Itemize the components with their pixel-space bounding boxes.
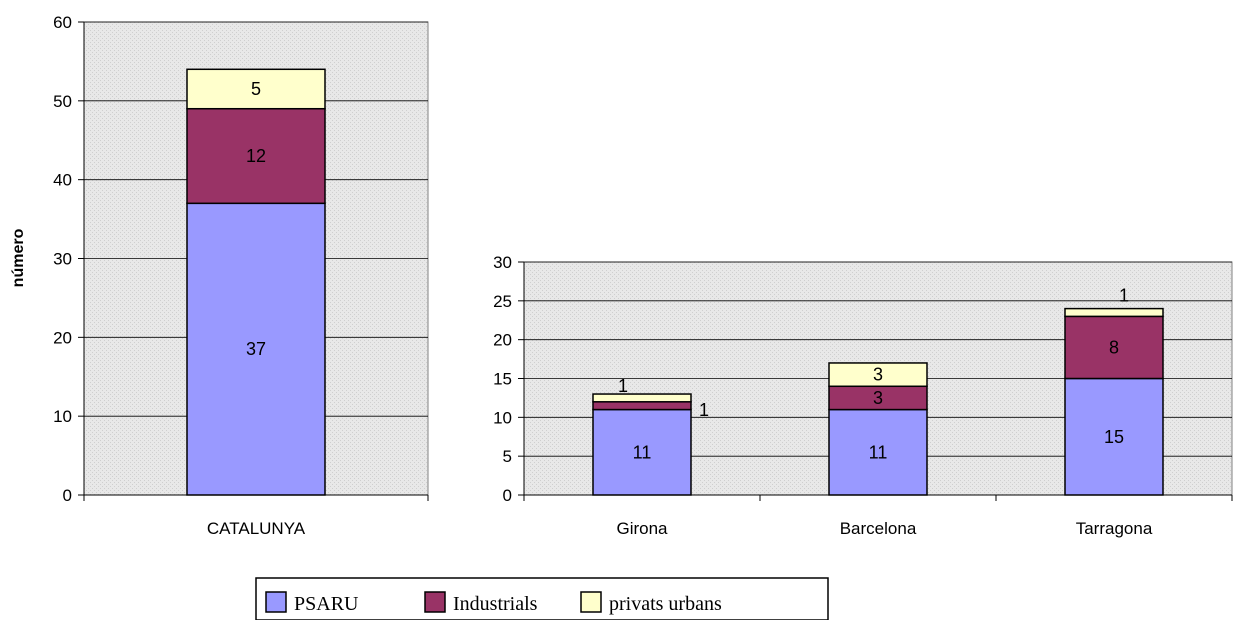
left-bars: 37 12 5 [186,68,326,496]
legend-swatch-privats-urbans [580,591,602,613]
right-axis: 0 5 10 15 20 25 30 Girona Barcelona Tarragona [493,253,1233,538]
right-ytick-label: 30 [493,253,512,272]
legend-label-industrials: Industrials [453,593,538,615]
data-label-psaru-tarragona: 15 [1104,427,1124,447]
right-ytick-label: 10 [493,408,512,427]
bar-industrials-catalunya [186,107,326,205]
data-label-psaru-catalunya: 37 [246,339,266,359]
legend-label-privats-urbans: privats urbans [609,593,722,615]
bar-privats-urbans-tarragona [1064,307,1164,318]
data-label-industrials-tarragona: 8 [1109,337,1119,357]
left-ytick-label: 40 [53,171,72,190]
right-category-label: Girona [616,519,668,538]
left-ytick-label: 30 [53,250,72,269]
data-label-privats-urbans-girona: 1 [618,376,628,396]
bar-psaru-barcelona [828,408,928,496]
left-axis: 0 10 20 30 40 50 60 CATALUNYA [53,13,429,538]
bar-psaru-girona [592,408,692,496]
left-ytick-label: 20 [53,328,72,347]
data-label-privats-urbans-barcelona: 3 [873,365,883,385]
data-label-industrials-girona: 1 [699,400,709,420]
right-ytick-label: 5 [503,447,512,466]
right-category-label: Tarragona [1076,519,1153,538]
data-label-psaru-girona: 11 [633,442,652,462]
right-ytick-label: 0 [503,486,512,505]
bar-privats-urbans-girona [592,393,692,403]
legend-swatch-psaru [265,591,287,613]
right-category-label: Barcelona [840,519,917,538]
left-category-label: CATALUNYA [207,519,306,538]
legend-label-psaru: PSARU [294,593,359,615]
left-ytick-label: 10 [53,407,72,426]
right-ytick-label: 25 [493,292,512,311]
bar-industrials-girona [592,401,692,411]
bar-privats-urbans-barcelona [828,362,928,388]
right-ytick-label: 20 [493,331,512,350]
legend: PSARU Industrials privats urbans [265,591,722,615]
data-label-industrials-catalunya: 12 [246,146,266,166]
right-ytick-label: 15 [493,370,512,389]
y-axis-title: número [10,228,27,287]
data-label-privats-urbans-catalunya: 5 [251,79,261,99]
left-ytick-label: 0 [63,486,72,505]
data-label-privats-urbans-tarragona: 1 [1119,286,1129,306]
legend-swatch-industrials [424,591,446,613]
bar-psaru-catalunya [186,202,326,496]
left-ytick-label: 60 [53,13,72,32]
bar-privats-urbans-catalunya [186,68,326,110]
left-ytick-label: 50 [53,92,72,111]
data-label-psaru-barcelona: 11 [869,442,888,462]
data-label-industrials-barcelona: 3 [873,388,883,408]
